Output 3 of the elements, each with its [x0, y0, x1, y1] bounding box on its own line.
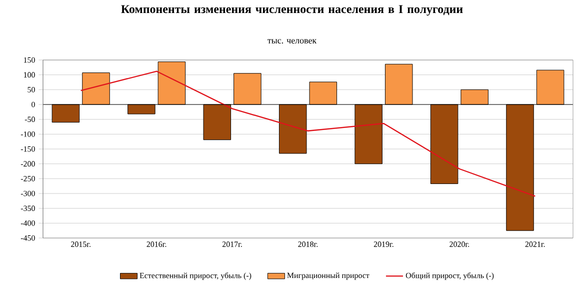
chart-subtitle: тыс. человек [268, 39, 317, 44]
line-series [80, 70, 536, 197]
chart-title: Компоненты изменения численности населения в I полугодии [121, 5, 463, 16]
